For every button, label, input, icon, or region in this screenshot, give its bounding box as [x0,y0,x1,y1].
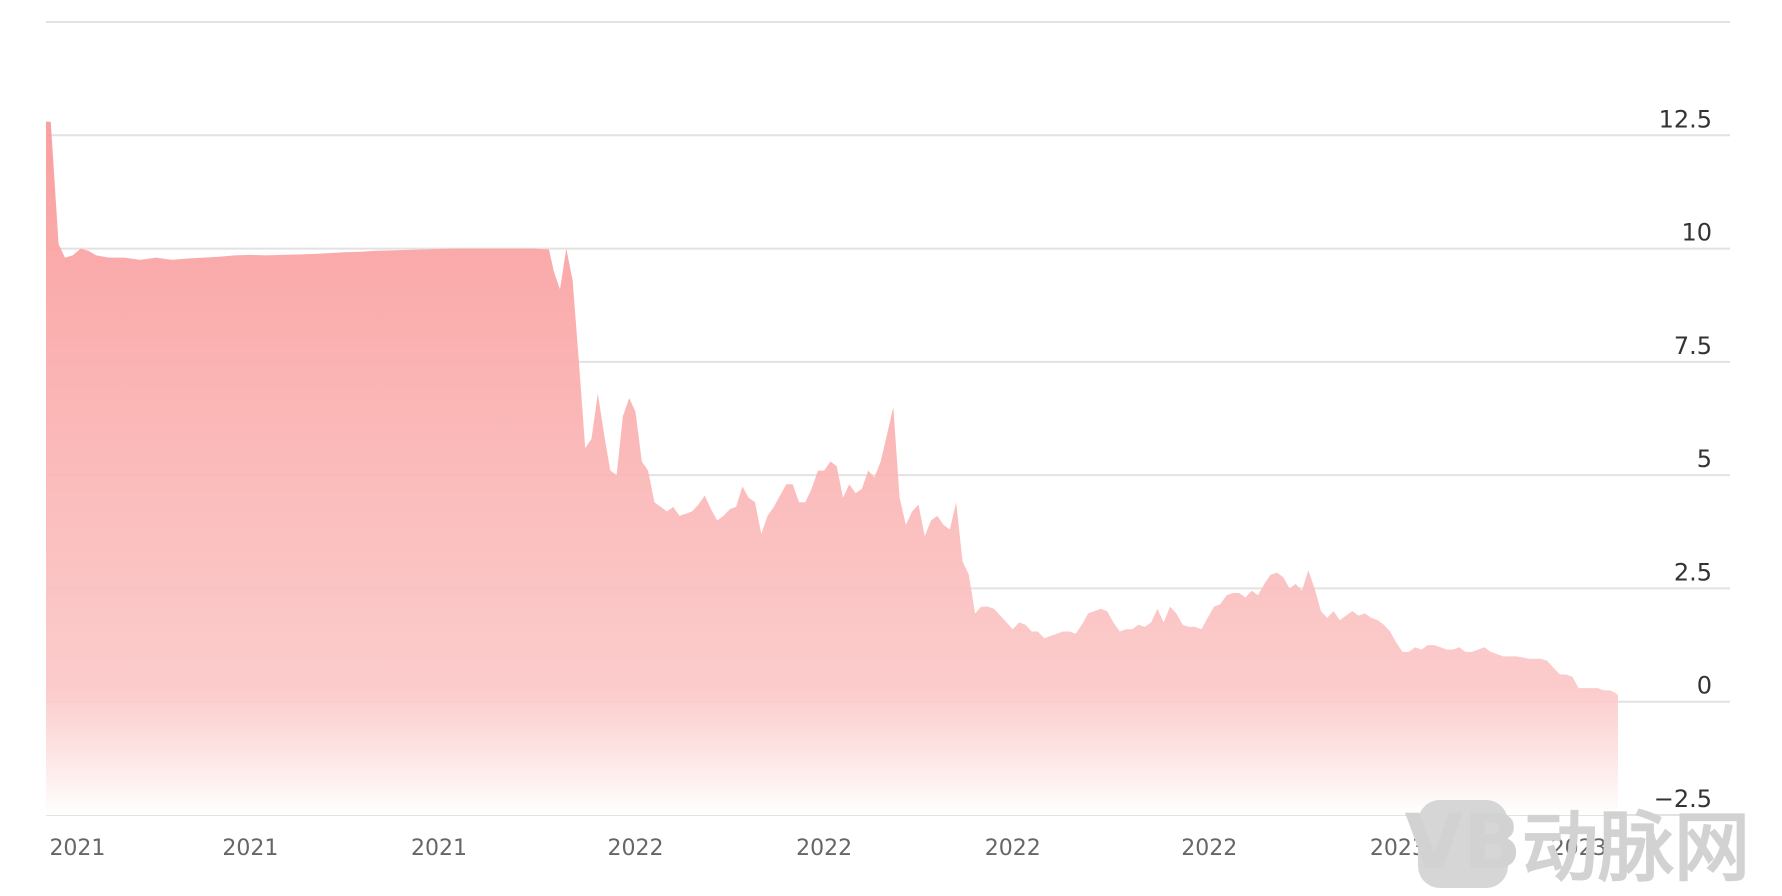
y-tick-label: −2.5 [1654,785,1712,813]
watermark-logo-text: VB [1405,797,1522,886]
y-tick-label: 7.5 [1674,332,1712,360]
area-series-fill [46,121,1618,815]
x-tick-label: 2022 [796,836,852,861]
x-tick-label: 2023 [1370,836,1426,861]
area-series [46,121,1618,815]
x-tick-label: 2023 [1551,836,1607,861]
y-tick-label: 12.5 [1659,105,1712,133]
y-tick-label: 0 [1697,672,1712,700]
y-tick-label: 2.5 [1674,558,1712,586]
y-tick-label: 5 [1697,445,1712,473]
x-tick-label: 2021 [411,836,467,861]
x-tick-label: 2022 [608,836,664,861]
y-tick-label: 10 [1681,219,1712,247]
x-axis-ticks: 2021 2021 2021 2022 2022 2022 2022 2023 2023 [49,836,1606,861]
x-tick-label: 2021 [222,836,278,861]
x-tick-label: 2021 [49,836,105,861]
watermark: VB 动脉网 [1405,797,1750,892]
x-tick-label: 2022 [1181,836,1237,861]
watermark-logo-box [1418,800,1508,888]
x-tick-label: 2022 [985,836,1041,861]
y-axis-ticks: 12.5 10 7.5 5 2.5 0 −2.5 [1654,105,1712,813]
watermark-brand-text: 动脉网 [1522,803,1750,892]
